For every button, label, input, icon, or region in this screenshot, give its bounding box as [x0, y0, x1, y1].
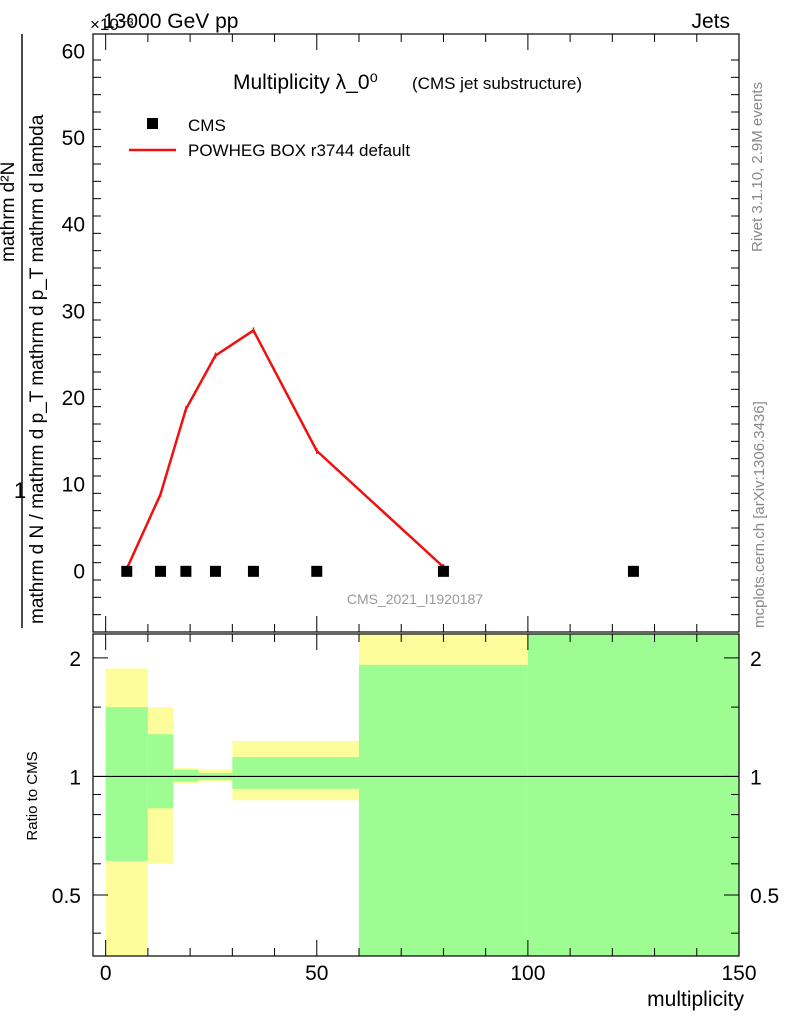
exponent-label: ×10⁻³: [90, 15, 134, 34]
cms-data-point: [155, 565, 167, 577]
ratio-y-tick-label-left: 2: [69, 648, 81, 671]
legend: CMS POWHEG BOX r3744 default: [129, 116, 410, 160]
powheg-line: [125, 329, 445, 570]
main-y-tick-label: 10: [62, 474, 85, 497]
ratio-band-inner-4: [232, 757, 359, 789]
ratio-band-inner-6: [527, 634, 739, 956]
x-tick-label: 150: [721, 962, 756, 985]
main-y-tick-label: 20: [62, 387, 85, 410]
cms-data-point: [180, 565, 192, 577]
cms-data-point: [209, 565, 221, 577]
mcplots-label: mcplots.cern.ch [arXiv:1306.3436]: [751, 401, 768, 628]
legend-powheg-label: POWHEG BOX r3744 default: [188, 141, 410, 160]
x-tick-label: 100: [510, 962, 545, 985]
main-y-tick-label: 50: [62, 127, 85, 150]
ratio-y-tick-label-left: 0.5: [52, 885, 81, 908]
y-label-one: 1: [14, 478, 26, 503]
main-y-tick-label: 60: [62, 40, 85, 63]
ratio-band-inner-5: [359, 664, 528, 956]
process-label: Jets: [691, 10, 730, 33]
cms-data-point: [247, 565, 259, 577]
ratio-y-tick-label-right: 2: [750, 648, 762, 671]
main-series: [121, 327, 639, 577]
main-y-tick-label: 30: [62, 300, 85, 323]
ratio-axes: 0 50 100 150 0.5 0.5 1 1 2 2: [52, 633, 779, 985]
main-y-label: 1 mathrm d N / mathrm d p_T mathrm d p_T…: [0, 34, 48, 628]
ratio-band-inner-2: [173, 769, 199, 782]
ratio-y-tick-label-right: 1: [750, 766, 762, 789]
x-tick-label: 0: [100, 962, 112, 985]
x-axis-label: multiplicity: [647, 988, 744, 1011]
x-tick-label: 50: [305, 962, 328, 985]
cms-data-point: [627, 565, 639, 577]
cms-data-point: [121, 565, 133, 577]
cms-data-point: [311, 565, 323, 577]
ratio-band-inner-1: [147, 734, 174, 809]
rivet-label: Rivet 3.1.10, 2.9M events: [749, 82, 766, 252]
collision-label: 13000 GeV pp: [103, 10, 238, 33]
ratio-y-label: Ratio to CMS: [24, 751, 41, 840]
main-panel: Multiplicity λ_0⁰ (CMS jet substructure)…: [0, 33, 740, 633]
main-y-tick-label: 40: [62, 214, 85, 237]
main-title: Multiplicity λ_0⁰: [233, 71, 378, 94]
cms-data-point: [437, 565, 449, 577]
legend-cms-label: CMS: [188, 116, 226, 135]
ratio-panel: 0 50 100 150 0.5 0.5 1 1 2 2 Ratio to CMS multipl…: [24, 633, 779, 1011]
ratio-frame: [92, 633, 740, 957]
main-y-tick-label: 0: [73, 560, 85, 583]
ratio-band-inner-0: [105, 707, 148, 861]
main-axes: 0 10 20 30 40 50 60: [62, 33, 740, 633]
analysis-watermark: CMS_2021_I1920187: [347, 591, 483, 607]
main-frame: [92, 33, 740, 633]
legend-cms-marker: [147, 118, 158, 129]
ratio-y-tick-label-left: 1: [69, 766, 81, 789]
ratio-y-tick-label-right: 0.5: [750, 885, 779, 908]
y-label-numerator: mathrm d²N: [0, 162, 19, 262]
y-label-denominator: mathrm d N / mathrm d p_T mathrm d p_T m…: [27, 114, 48, 624]
ratio-bands: [93, 634, 739, 956]
main-subtitle: (CMS jet substructure): [412, 74, 582, 93]
